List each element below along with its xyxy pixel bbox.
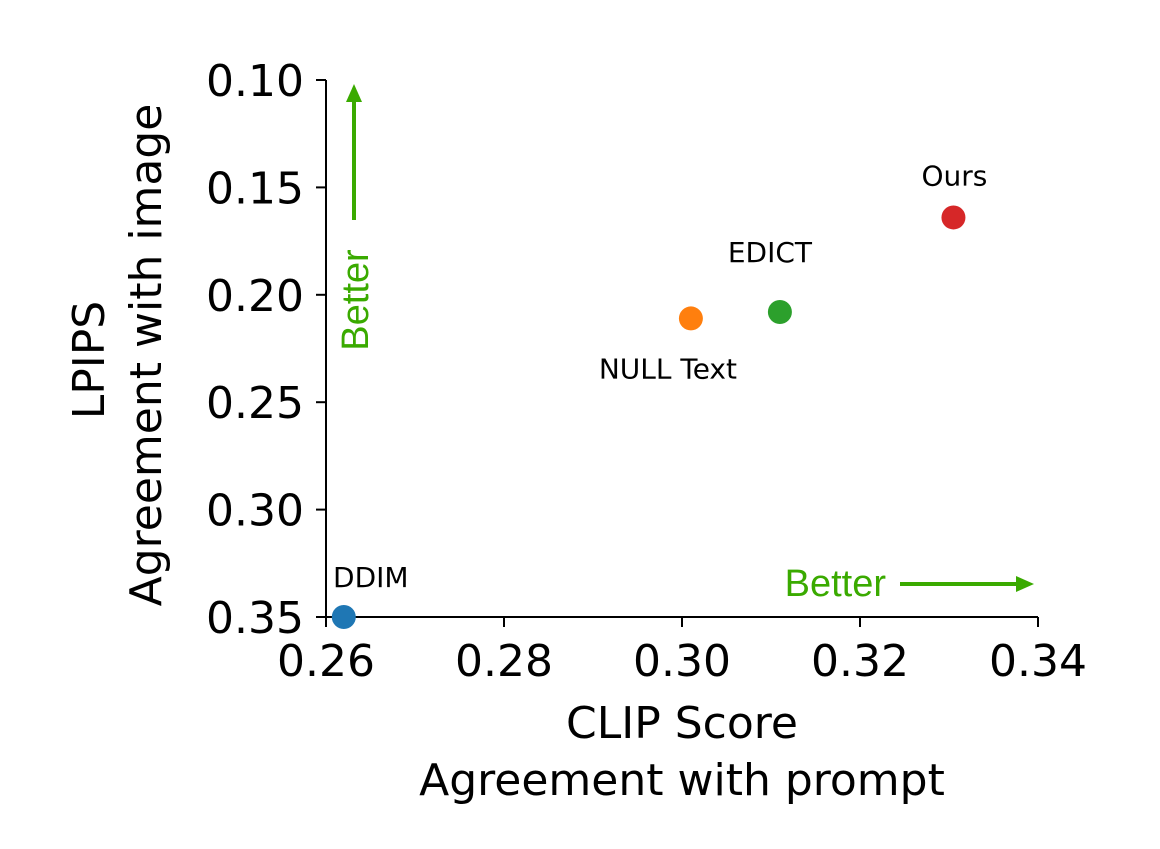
x-tick-label: 0.32 bbox=[811, 636, 909, 687]
x-axis-title-line: Agreement with prompt bbox=[419, 755, 945, 806]
point-ours bbox=[941, 205, 966, 230]
better-annotations: Better Better bbox=[335, 84, 1034, 605]
point-label-ours: Ours bbox=[922, 159, 988, 192]
x-tick-label: 0.28 bbox=[455, 636, 553, 687]
y-tick-label: 0.35 bbox=[206, 593, 304, 644]
x-tick-label: 0.30 bbox=[633, 636, 731, 687]
axis-titles: CLIP Score Agreement with prompt LPIPS Agre… bbox=[64, 104, 945, 806]
better-x-arrow-head bbox=[1016, 576, 1034, 592]
y-tick-label: 0.15 bbox=[206, 163, 304, 214]
x-tick-label: 0.34 bbox=[989, 636, 1087, 687]
point-labels: DDIM NULL Text EDICT Ours bbox=[333, 159, 987, 594]
y-tick-label: 0.20 bbox=[206, 271, 304, 322]
point-label-edict: EDICT bbox=[728, 236, 813, 269]
ticks: 0.26 0.28 0.30 0.32 0.34 0.10 0.15 0.20 0.25 0.30… bbox=[206, 56, 1087, 687]
better-y-arrow-head bbox=[346, 84, 362, 102]
point-ddim bbox=[331, 605, 356, 629]
better-x-label: Better bbox=[785, 563, 887, 605]
point-edict bbox=[767, 299, 792, 324]
point-label-null-text: NULL Text bbox=[599, 352, 737, 385]
y-tick-label: 0.10 bbox=[206, 56, 304, 107]
point-label-ddim: DDIM bbox=[333, 561, 409, 594]
y-tick-label: 0.30 bbox=[206, 486, 304, 537]
x-axis-title-line: CLIP Score bbox=[566, 698, 798, 749]
y-axis-title-line: LPIPS bbox=[64, 301, 115, 420]
y-axis-title-line: Agreement with image bbox=[121, 104, 172, 607]
better-y-label: Better bbox=[335, 249, 377, 351]
point-null-text bbox=[678, 306, 703, 331]
y-tick-label: 0.25 bbox=[206, 378, 304, 429]
x-tick-label: 0.26 bbox=[277, 636, 375, 687]
data-points bbox=[331, 205, 966, 629]
